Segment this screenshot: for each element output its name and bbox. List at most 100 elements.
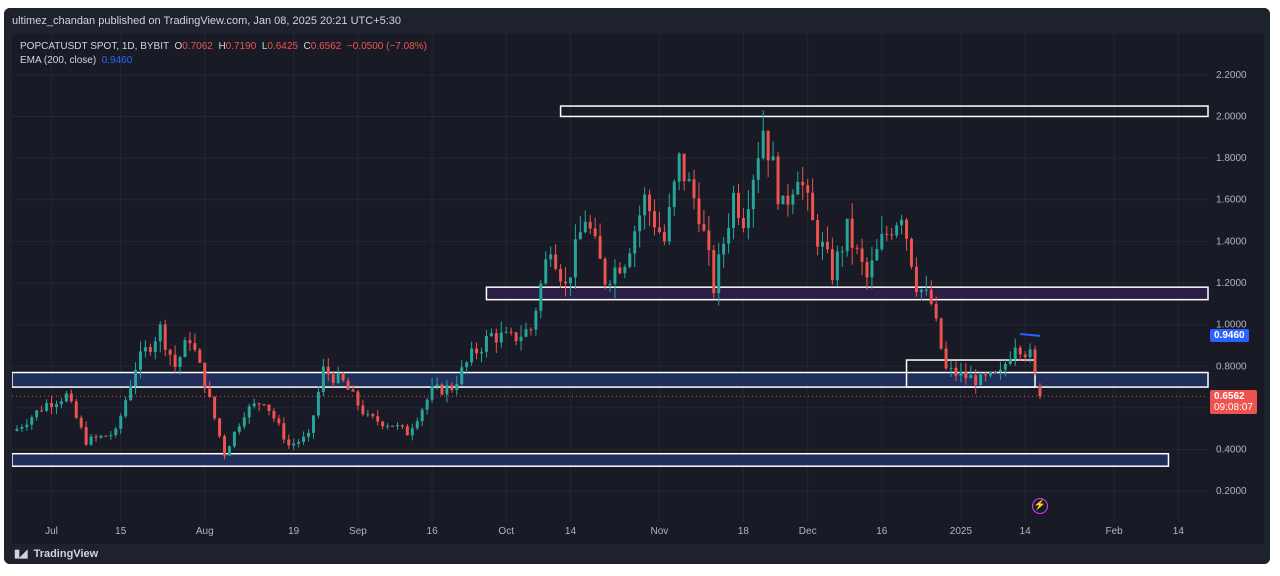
candle-body — [59, 401, 63, 405]
x-tick-label: 2025 — [950, 526, 973, 537]
candle-body — [791, 194, 795, 205]
candle-body — [35, 410, 39, 418]
candle-body — [974, 375, 978, 386]
candle-body — [494, 333, 498, 343]
candle-body — [272, 410, 276, 419]
candle-body — [297, 441, 301, 444]
candle-body — [484, 336, 488, 352]
chart-area[interactable]: 0.20000.40000.60000.80001.00001.20001.40… — [12, 34, 1264, 544]
candle-body — [114, 428, 118, 436]
candle-body — [45, 403, 49, 411]
low-value: 0.6425 — [267, 41, 298, 52]
candle-body — [603, 258, 607, 285]
candle-body — [524, 329, 528, 337]
candle-body — [84, 427, 88, 445]
candle-body — [519, 336, 523, 342]
candle-body — [781, 195, 785, 205]
candle-body — [568, 277, 572, 284]
candle-body — [697, 198, 701, 225]
candle-body — [499, 332, 503, 343]
candle-body — [732, 192, 736, 228]
candle-body — [292, 443, 296, 446]
x-tick-label: 14 — [1020, 526, 1032, 537]
candle-body — [741, 217, 745, 229]
candle-body — [232, 431, 236, 447]
candle-body — [583, 221, 587, 233]
candle-body — [564, 281, 568, 284]
candle-body — [573, 239, 577, 278]
x-tick-label: 18 — [738, 526, 750, 537]
lightning-icon[interactable]: ⚡ — [1031, 498, 1048, 514]
ema-label[interactable]: EMA (200, close) — [20, 55, 97, 66]
candle-body — [549, 254, 553, 260]
candle-body — [480, 351, 483, 354]
candle-body — [638, 215, 642, 232]
candle-body — [139, 351, 142, 370]
candlestick-chart[interactable]: 0.20000.40000.60000.80001.00001.20001.40… — [12, 34, 1264, 544]
candle-body — [939, 318, 943, 349]
candle-body — [89, 436, 93, 445]
candle-body — [628, 253, 632, 267]
candle-body — [1033, 349, 1037, 373]
y-tick-label: 1.2000 — [1216, 278, 1247, 289]
candle-body — [223, 436, 226, 456]
candle-body — [890, 234, 894, 236]
candle-body — [643, 194, 647, 216]
candle-body — [875, 249, 879, 261]
candle-body — [722, 243, 726, 255]
candle-body — [361, 405, 365, 415]
candle-body — [771, 156, 775, 161]
candle-body — [806, 185, 810, 193]
ema-200-line — [1020, 333, 1041, 337]
close-label: C — [303, 41, 311, 52]
candle-body — [717, 254, 721, 294]
y-tick-label: 2.0000 — [1216, 111, 1247, 122]
candle-body — [578, 232, 582, 240]
candle-body — [237, 426, 241, 432]
candle-body — [282, 423, 286, 440]
footer-bar: ▮◢ TradingView — [4, 544, 1270, 564]
footer-brand[interactable]: TradingView — [33, 548, 99, 560]
candle-body — [134, 369, 138, 387]
candle-body — [475, 348, 479, 354]
tradingview-logo-icon[interactable]: ▮◢ — [14, 548, 27, 560]
candle-body — [504, 331, 508, 333]
candle-body — [64, 393, 68, 402]
candle-body — [193, 343, 197, 350]
candle-body — [346, 380, 350, 390]
candle-body — [450, 385, 454, 391]
candle-body — [1023, 354, 1027, 358]
candle-body — [687, 179, 691, 182]
candle-body — [168, 349, 172, 355]
candle-body — [895, 225, 899, 236]
candle-body — [682, 153, 686, 182]
y-tick-label: 1.0000 — [1216, 320, 1247, 331]
close-value: 0.6562 — [310, 41, 342, 52]
candle-body — [850, 218, 854, 248]
candle-body — [934, 303, 938, 319]
candle-body — [727, 227, 731, 244]
candle-body — [425, 399, 429, 410]
candle-body — [99, 435, 103, 438]
x-tick-label: 14 — [565, 526, 577, 537]
candle-body — [470, 348, 474, 363]
candle-body — [944, 348, 948, 369]
candle-body — [677, 153, 681, 182]
publisher-line: ultimez_chandan published on TradingView… — [4, 8, 1270, 34]
candle-body — [830, 249, 834, 281]
candle-body — [796, 181, 800, 195]
candle-body — [302, 436, 306, 442]
candle-body — [129, 386, 133, 401]
candle-body — [593, 228, 597, 237]
candle-body — [326, 366, 330, 375]
candle-body — [648, 194, 652, 212]
x-tick-label: 19 — [288, 526, 300, 537]
candle-body — [430, 386, 434, 400]
ema-value: 0.9460 — [101, 55, 133, 66]
candle-body — [50, 403, 54, 407]
candle-body — [153, 341, 157, 352]
candle-body — [746, 209, 750, 229]
candle-body — [707, 230, 711, 251]
symbol-label[interactable]: POPCATUSDT SPOT, 1D, BYBIT — [20, 41, 169, 52]
candle-body — [163, 324, 167, 350]
